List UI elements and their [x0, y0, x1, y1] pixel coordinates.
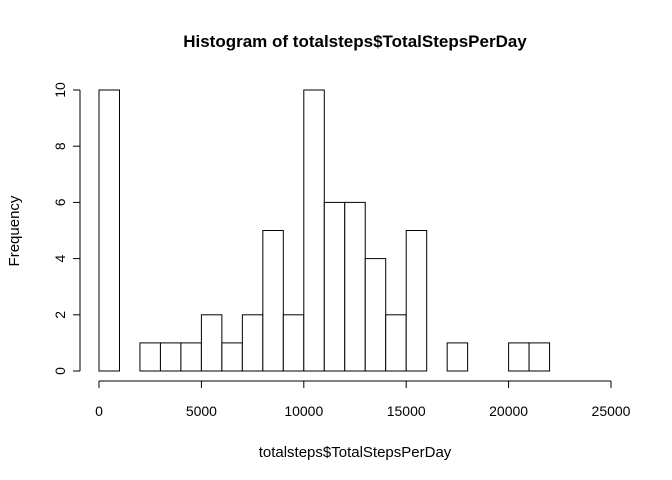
x-tick-label: 10000 — [284, 403, 323, 419]
histogram-bar — [159, 342, 182, 372]
histogram-bar — [241, 314, 264, 372]
bars-group — [98, 89, 551, 372]
x-tick-label: 0 — [95, 403, 103, 419]
histogram-bar — [528, 342, 551, 372]
y-tick-label: 10 — [52, 82, 68, 98]
histogram-bar — [385, 314, 407, 372]
chart-title: Histogram of totalsteps$TotalStepsPerDay — [183, 32, 527, 51]
x-tick-label: 20000 — [489, 403, 528, 419]
histogram-bar — [323, 201, 346, 372]
x-tick-label: 25000 — [592, 403, 631, 419]
y-tick-label: 8 — [52, 142, 68, 150]
histogram-bar — [344, 201, 366, 372]
histogram-bar — [98, 89, 120, 372]
histogram-bar — [221, 342, 243, 372]
histogram-bar — [446, 342, 469, 372]
y-axis-label: Frequency — [6, 195, 23, 266]
histogram-bar — [303, 89, 325, 372]
x-tick-label: 5000 — [186, 403, 217, 419]
x-tick-label: 15000 — [387, 403, 426, 419]
histogram-bar — [508, 342, 530, 372]
histogram-bar — [364, 258, 387, 372]
y-tick-label: 6 — [52, 198, 68, 206]
x-axis-label: totalsteps$TotalStepsPerDay — [259, 444, 452, 461]
y-tick-label: 2 — [52, 311, 68, 319]
histogram-bar — [282, 314, 305, 372]
histogram-bar — [200, 314, 223, 372]
histogram-bar — [262, 230, 284, 372]
y-tick-label: 4 — [52, 254, 68, 262]
histogram-bar — [180, 342, 202, 372]
y-tick-label: 0 — [52, 367, 68, 375]
histogram-bar — [405, 230, 428, 372]
histogram-bar — [139, 342, 161, 372]
x-axis: 0 5000 10000 15000 20000 25000 — [95, 380, 631, 419]
y-axis: 0 2 4 6 8 10 — [52, 82, 81, 375]
